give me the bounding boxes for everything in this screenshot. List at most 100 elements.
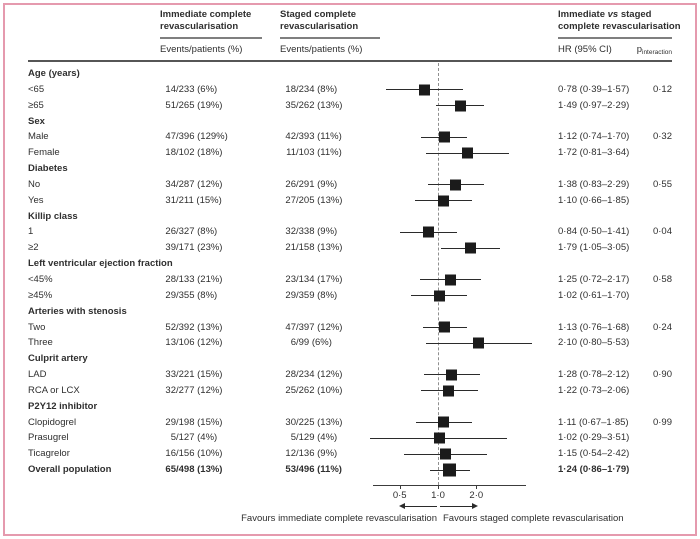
immediate-events-cell: 14/233 (6%) [165,83,218,95]
header-rule-immediate [160,37,262,39]
hr-ci-cell: 1·15 (0·54–2·42) [558,448,630,460]
immediate-events-cell: 65/498 (13%) [165,464,223,476]
immediate-events-cell: 5/127 (4%) [170,432,218,444]
subheader-hr: HR (95% CI) [558,44,612,55]
table-row: Left ventricular ejection fraction [0,256,700,272]
hazard-ratio-marker [454,100,466,112]
hr-ci-cell: 1·12 (0·74–1·70) [558,131,630,143]
subgroup-label: Prasugrel [28,432,69,444]
hazard-ratio-marker [443,463,457,477]
staged-events-cell: 21/158 (13%) [285,242,343,254]
table-row: Three 13/106 (12%) 6/99 (6%) 2·10 (0·80–… [0,335,700,351]
staged-events-cell: 53/496 (11%) [285,464,342,476]
staged-events-cell: 42/393 (11%) [285,131,342,143]
arrow-left-icon [399,503,437,510]
subgroup-label: Sex [28,115,45,127]
table-row: Two 52/392 (13%) 47/397 (12%) 1·13 (0·76… [0,320,700,336]
immediate-events-cell: 52/392 (13%) [165,321,223,333]
staged-events-cell [280,161,296,177]
forest-rows: Age (years) <65 14/233 (6%) 18/234 (8%) … [0,66,700,478]
subgroup-label: ≥65 [28,99,44,111]
staged-events-cell: 30/225 (13%) [285,416,343,428]
forest-plot-cell [368,272,554,288]
subgroup-label: Yes [28,194,44,206]
column-header-staged: Staged complete revascularisation [280,9,359,32]
hazard-ratio-marker [438,131,450,143]
axis-tick-label: 1·0 [431,490,445,501]
subgroup-label: P2Y12 inhibitor [28,400,98,412]
staged-events-cell [280,209,296,225]
forest-plot-cell [368,430,554,446]
immediate-events-cell [160,114,176,130]
immediate-events-cell [160,161,176,177]
axis-tick [399,485,401,489]
hr-ci-cell: 1·02 (0·61–1·70) [558,289,630,301]
forest-plot-cell [368,145,554,161]
staged-events-cell: 12/136 (9%) [285,448,338,460]
hazard-ratio-marker [437,195,449,207]
column-header-immediate: Immediate complete revascularisation [160,9,252,32]
immediate-events-cell [160,399,176,415]
immediate-events-cell: 33/221 (15%) [165,369,223,381]
staged-events-cell: 11/103 (11%) [286,147,342,159]
hr-ci-cell: 1·11 (0·67–1·85) [558,416,629,428]
header-rule-comparison [558,37,672,39]
forest-plot-cell [368,335,554,351]
forest-plot-cell [368,320,554,336]
column-header-comparison: Immediate vs staged complete revasculari… [558,9,681,32]
immediate-events-cell [160,256,176,272]
hr-ci-cell: 1·13 (0·76–1·68) [558,321,630,333]
vs-italic: vs [607,9,619,20]
table-row: Ticagrelor 16/156 (10%) 12/136 (9%) 1·15… [0,446,700,462]
forest-plot-cell [368,288,554,304]
hazard-ratio-marker [433,290,445,302]
subgroup-label: Left ventricular ejection fraction [28,258,173,270]
table-row: ≥2 39/171 (23%) 21/158 (13%) 1·79 (1·05–… [0,240,700,256]
hr-ci-cell: 1·24 (0·86–1·79) [558,464,630,476]
immediate-events-cell: 31/211 (15%) [165,194,222,206]
p-interaction-cell: 0·04 [652,226,672,238]
subgroup-label: No [28,178,41,190]
table-row: Clopidogrel 29/198 (15%) 30/225 (13%) 1·… [0,415,700,431]
p-interaction-cell: 0·58 [652,273,672,285]
staged-events-cell: 6/99 (6%) [290,337,332,349]
hazard-ratio-marker [418,84,430,96]
forest-plot-cell [368,224,554,240]
axis-tick [438,485,439,489]
p-interaction-cell: 0·55 [652,178,672,190]
table-row: Arteries with stenosis [0,304,700,320]
immediate-events-cell [160,66,176,82]
forest-plot-cell [368,193,554,209]
immediate-events-cell: 18/102 (18%) [165,147,223,159]
table-row: Female 18/102 (18%) 11/103 (11%) 1·72 (0… [0,145,700,161]
subgroup-label: ≥2 [28,242,39,254]
hazard-ratio-marker [464,242,476,254]
hazard-ratio-marker [422,226,434,238]
forest-plot-cell [368,82,554,98]
table-row: Overall population 65/498 (13%) 53/496 (… [0,462,700,478]
subheader-p-interaction: pinteraction [636,44,672,56]
forest-plot-cell [368,446,554,462]
immediate-events-cell: 26/327 (8%) [165,226,218,238]
subgroup-label: Ticagrelor [28,448,70,460]
table-row: No 34/287 (12%) 26/291 (9%) 1·38 (0·83–2… [0,177,700,193]
hr-ci-cell: 1·49 (0·97–2·29) [558,99,630,111]
subgroup-label: Culprit artery [28,353,88,365]
table-row: 1 26/327 (8%) 32/338 (9%) 0·84 (0·50–1·4… [0,224,700,240]
hazard-ratio-marker [440,448,452,460]
subgroup-label: ≥45% [28,289,53,301]
subgroup-label: <65 [28,83,45,95]
immediate-events-cell: 51/265 (19%) [165,99,223,111]
staged-events-cell: 25/262 (10%) [285,384,343,396]
hr-ci-cell: 1·79 (1·05–3·05) [558,242,630,254]
favours-immediate-label: Favours immediate complete revascularisa… [241,513,437,524]
reference-line [438,63,439,485]
subgroup-label: Clopidogrel [28,416,77,428]
forest-plot-cell [368,177,554,193]
staged-events-cell: 32/338 (9%) [285,226,338,238]
hr-ci-cell: 1·02 (0·29–3·51) [558,432,630,444]
forest-plot-cell [368,240,554,256]
table-row: ≥45% 29/355 (8%) 29/359 (8%) 1·02 (0·61–… [0,288,700,304]
staged-events-cell: 28/234 (12%) [285,369,343,381]
